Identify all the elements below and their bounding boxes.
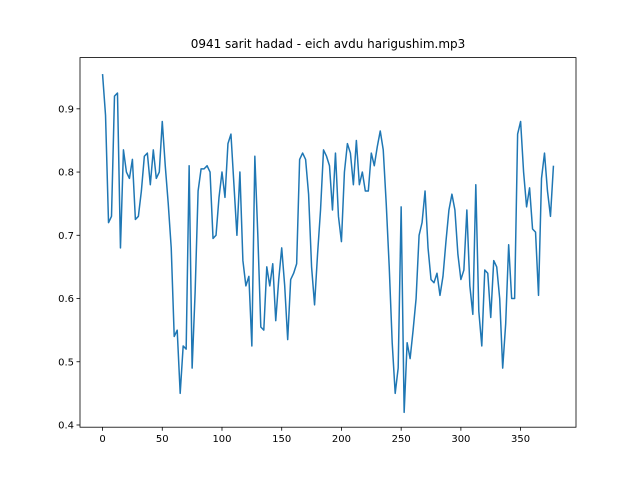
y-tick-label: 0.6 <box>58 294 74 305</box>
y-tick-label: 0.9 <box>58 104 74 115</box>
x-tick-label: 350 <box>511 434 530 445</box>
x-tick-label: 50 <box>156 434 169 445</box>
chart-title: 0941 sarit hadad - eich avdu harigushim.… <box>191 37 466 51</box>
y-tick-label: 0.7 <box>58 231 74 242</box>
y-tick-label: 0.5 <box>58 357 74 368</box>
x-tick-label: 0 <box>99 434 105 445</box>
data-line <box>101 73 555 414</box>
x-tick-label: 150 <box>272 434 291 445</box>
plot-frame <box>79 57 577 428</box>
x-tick-label: 250 <box>392 434 411 445</box>
y-tick-label: 0.8 <box>58 168 74 179</box>
x-tick-label: 100 <box>212 434 231 445</box>
y-tick-label: 0.4 <box>58 420 74 431</box>
x-tick-label: 300 <box>451 434 470 445</box>
x-tick-label: 200 <box>332 434 351 445</box>
